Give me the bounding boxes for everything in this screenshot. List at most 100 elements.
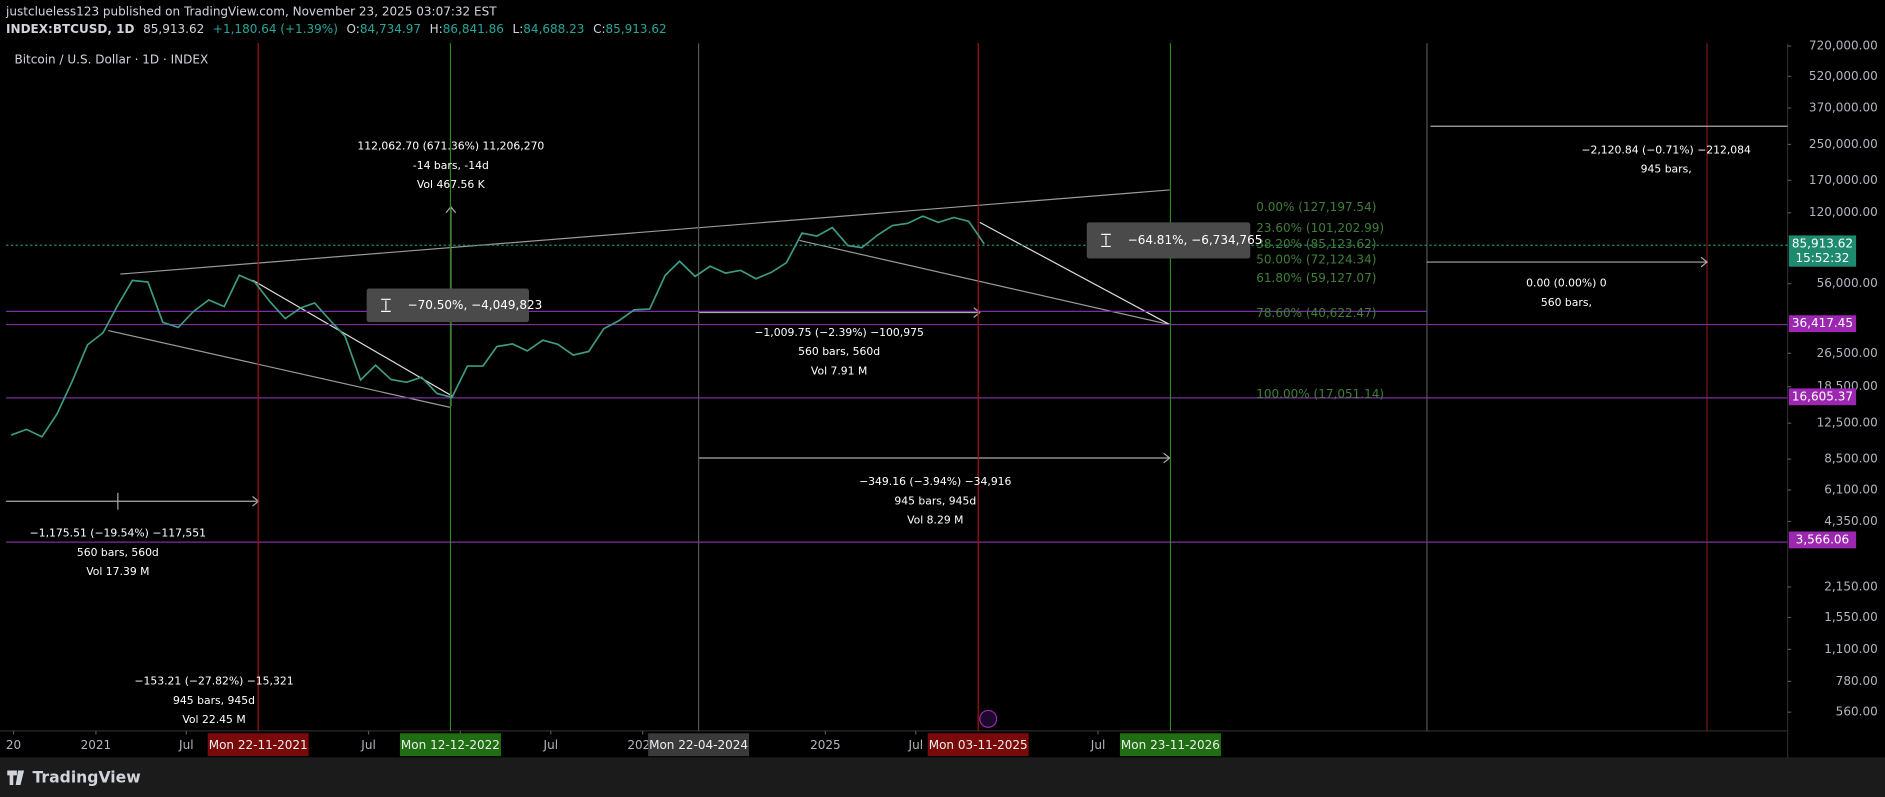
price-tag-label: 3,566.06 <box>1796 532 1850 546</box>
y-tick-label: 520,000.00 <box>1809 69 1878 83</box>
measure-box <box>366 288 529 323</box>
y-tick-label: 1,550.00 <box>1824 610 1878 624</box>
o-label: O: <box>347 21 360 35</box>
date-tag-label: Mon 22-11-2021 <box>209 738 308 752</box>
symbol-line: INDEX:BTCUSD, 1D 85,913.62 +1,180.64 (+1… <box>6 21 667 35</box>
y-tick-label: 2,150.00 <box>1824 579 1878 593</box>
last: 85,913.62 <box>143 21 204 35</box>
x-tick-label: 2021 <box>81 738 112 752</box>
x-tick-label: Jul <box>543 738 559 752</box>
flash-icon[interactable] <box>979 709 998 728</box>
price-tag <box>1788 235 1857 267</box>
date-tag <box>207 733 309 757</box>
fib-label: 100.00% (17,051.14) <box>1256 387 1384 401</box>
price-tag-label: 36,417.45 <box>1792 316 1853 330</box>
fib-label: 61.80% (59,127.07) <box>1256 271 1376 285</box>
measure-label: −1,175.51 (−19.54%) −117,551 <box>30 527 206 540</box>
fib-label: 50.00% (72,124.34) <box>1256 253 1376 267</box>
fib-label: 38.20% (85,123.62) <box>1256 237 1376 251</box>
measure-label: Vol 8.29 M <box>907 514 963 527</box>
measure-label: 560 bars, 560d <box>798 345 880 358</box>
drawings <box>6 43 1788 731</box>
y-tick-label: 1,100.00 <box>1824 642 1878 656</box>
y-tick-label: 4,350.00 <box>1824 514 1878 528</box>
price-tag-label: 16,605.37 <box>1792 389 1853 403</box>
price-tag <box>1788 531 1857 549</box>
measure-label: −2,120.84 (−0.71%) −212,084 <box>1581 143 1751 156</box>
measure-icon <box>381 298 391 312</box>
measure-label: Vol 17.39 M <box>86 565 149 578</box>
date-tag-label: Mon 03-11-2025 <box>929 738 1028 752</box>
logo-text: TradingView <box>33 768 141 786</box>
arrow-head <box>1700 256 1709 268</box>
trend-line <box>108 329 451 409</box>
date-tag-label: Mon 12-12-2022 <box>401 738 500 752</box>
y-tick-label: 250,000.00 <box>1809 137 1878 151</box>
price-tag <box>1788 388 1857 406</box>
footer-bar <box>0 757 1885 797</box>
x-tick-label: Jul <box>178 738 194 752</box>
measure-label: −1,009.75 (−2.39%) −100,975 <box>754 326 923 339</box>
y-tick-label: 560.00 <box>1836 705 1878 719</box>
y-tick-label: 26,500.00 <box>1817 346 1878 360</box>
date-tag <box>1119 733 1221 757</box>
price-line <box>10 215 985 438</box>
h: 86,841.86 <box>443 21 504 35</box>
y-tick-label: 370,000.00 <box>1809 100 1878 114</box>
x-tick-label: Jul <box>360 738 376 752</box>
o: 84,734.97 <box>360 21 421 35</box>
date-tag <box>399 733 501 757</box>
measure-label: 0.00 (0.00%) 0 <box>1526 277 1607 290</box>
price-tag <box>1788 315 1857 333</box>
measure-box-label: −70.50%, −4,049,823 <box>408 298 543 312</box>
measure-label: 112,062.70 (671.36%) 11,206,270 <box>357 140 544 153</box>
footer-logo: TradingView <box>7 768 141 786</box>
y-tick-label: 780.00 <box>1836 674 1878 688</box>
y-tick-label: 720,000.00 <box>1809 39 1878 53</box>
l: 84,688.23 <box>523 21 584 35</box>
chart-title: Bitcoin / U.S. Dollar · 1D · INDEX <box>14 53 208 67</box>
l-label: L: <box>513 21 524 35</box>
date-tag-label: Mon 23-11-2026 <box>1121 738 1220 752</box>
fib-label: 78.60% (40,622.47) <box>1256 306 1376 320</box>
price-tag-label: 85,913.62 <box>1792 236 1853 250</box>
x-tick-label: 2025 <box>810 738 841 752</box>
measure-label: Vol 22.45 M <box>182 713 245 726</box>
arrow-head <box>1163 452 1171 464</box>
trend-line <box>799 239 1170 326</box>
measure-label: 945 bars, 945d <box>894 494 976 507</box>
measure-icon <box>1101 233 1111 248</box>
x-tick-label: 20 <box>6 738 21 752</box>
measure-label: Vol 7.91 M <box>811 364 867 377</box>
measure-label: 560 bars, <box>1541 296 1592 309</box>
c-label: C: <box>593 21 605 35</box>
measure-label: −153.21 (−27.82%) −15,321 <box>134 675 293 688</box>
symbol: INDEX:BTCUSD, 1D <box>6 21 134 35</box>
trend-line <box>120 189 1170 275</box>
h-label: H: <box>430 21 443 35</box>
y-tick-label: 170,000.00 <box>1809 173 1878 187</box>
arrow-head <box>973 307 981 318</box>
measure-label: Vol 467.56 K <box>417 178 486 191</box>
logo-mark <box>7 770 25 785</box>
fib-label: 0.00% (127,197.54) <box>1256 200 1376 214</box>
x-tick-label: Jul <box>1090 738 1106 752</box>
trend-line <box>979 221 1170 326</box>
y-tick-label: 6,100.00 <box>1824 482 1878 496</box>
x-tick-label: Jul <box>908 738 924 752</box>
countdown: 15:52:32 <box>1795 251 1849 265</box>
measure-label: 945 bars, 945d <box>173 694 255 707</box>
measure-label: 945 bars, <box>1641 162 1692 175</box>
y-tick-label: 56,000.00 <box>1817 276 1878 290</box>
publisher-line: justclueless123 published on TradingView… <box>5 5 497 19</box>
measure-label: 560 bars, 560d <box>77 546 159 559</box>
y-tick-label: 12,500.00 <box>1817 416 1878 430</box>
c: 85,913.62 <box>606 21 667 35</box>
change: +1,180.64 (+1.39%) <box>213 21 338 35</box>
measure-label: −349.16 (−3.94%) −34,916 <box>859 475 1011 488</box>
date-tag <box>648 733 750 757</box>
fib-label: 23.60% (101,202.99) <box>1256 221 1384 235</box>
measure-label: -14 bars, -14d <box>413 159 489 172</box>
